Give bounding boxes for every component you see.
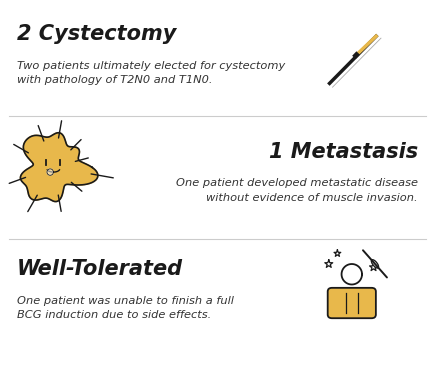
Text: 1 Metastasis: 1 Metastasis [268,142,417,162]
Text: One patient was unable to finish a full
BCG induction due to side effects.: One patient was unable to finish a full … [17,296,233,320]
Text: One patient developed metastatic disease
without evidence of muscle invasion.: One patient developed metastatic disease… [175,178,417,203]
Polygon shape [20,133,98,202]
Polygon shape [324,260,332,267]
FancyBboxPatch shape [327,288,375,318]
Polygon shape [47,169,53,175]
Polygon shape [369,263,377,271]
Text: Two patients ultimately elected for cystectomy
with pathology of T2N0 and T1N0.: Two patients ultimately elected for cyst… [17,61,285,85]
Text: 2 Cystectomy: 2 Cystectomy [17,24,176,44]
Polygon shape [341,264,361,285]
Ellipse shape [371,260,378,268]
Text: Well-Tolerated: Well-Tolerated [17,259,183,279]
Polygon shape [333,250,340,256]
